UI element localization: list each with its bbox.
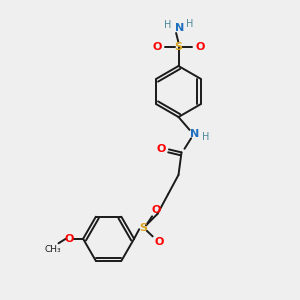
Text: N: N — [190, 129, 200, 140]
Text: H: H — [202, 132, 210, 142]
Text: O: O — [152, 41, 162, 52]
Text: CH₃: CH₃ — [45, 245, 61, 254]
Text: N: N — [175, 22, 184, 33]
Text: H: H — [186, 19, 193, 29]
Text: O: O — [65, 234, 74, 244]
Text: O: O — [157, 144, 166, 154]
Text: O: O — [151, 205, 161, 215]
Text: S: S — [175, 41, 182, 52]
Text: O: O — [154, 237, 164, 248]
Text: O: O — [195, 41, 205, 52]
Text: S: S — [139, 223, 147, 233]
Text: H: H — [164, 20, 171, 30]
